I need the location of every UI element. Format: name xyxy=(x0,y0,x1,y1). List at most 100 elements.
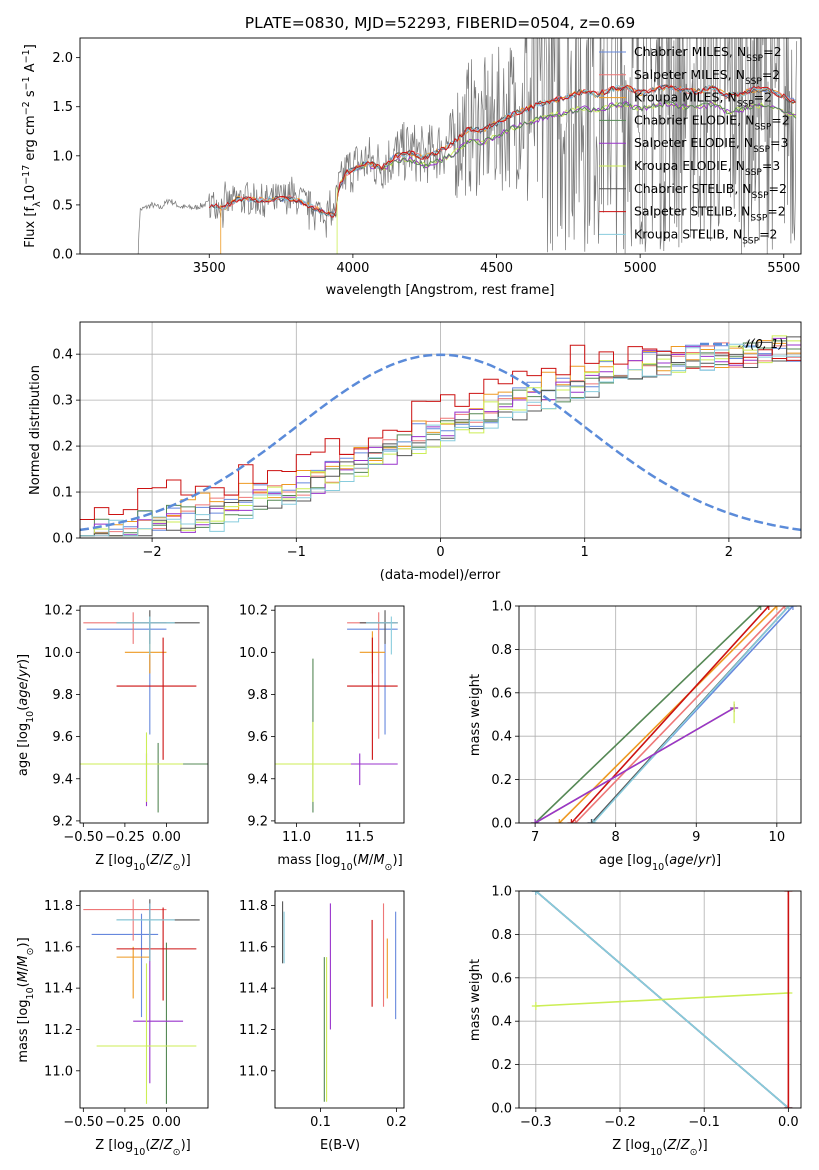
panel-weight_vs_Z: −0.3 −0.2 −0.1 0.0 0.0 0.2 0.4 0.6 0.8 1.0 Z [log1… xyxy=(468,885,802,1158)
legend-eq: =2 xyxy=(759,226,777,241)
legend-text: Kroupa ELODIE, N xyxy=(634,158,745,173)
y-tick-label: 0.8 xyxy=(491,928,512,943)
x-tick-label: −0.50 xyxy=(63,830,103,845)
x-tick-label: 4000 xyxy=(336,261,369,276)
label-part: 10 xyxy=(341,862,353,873)
weight-line-salpeter-elodie xyxy=(534,707,735,823)
marker xyxy=(784,1104,793,1108)
label-part: −1 xyxy=(21,76,32,90)
label-part: A xyxy=(23,63,38,76)
legend-text: Salpeter ELODIE, N xyxy=(634,135,753,150)
y-tick-label: 0.3 xyxy=(52,394,73,409)
legend-eq: =3 xyxy=(762,158,780,173)
y-tick-label: 9.6 xyxy=(247,730,268,745)
axes-frame xyxy=(79,605,209,824)
x-tick-label: 0.00 xyxy=(152,830,181,845)
label-part: Z xyxy=(666,1138,677,1153)
x-tick-label: 0.00 xyxy=(152,1115,181,1130)
x-tick-label: 11.5 xyxy=(345,830,374,845)
legend-sub: SSP xyxy=(742,236,759,246)
y-tick-label: 11.6 xyxy=(239,940,268,955)
y-tick-label: 0.4 xyxy=(52,348,73,363)
x-tick-label: 5000 xyxy=(624,261,657,276)
label-part: Z xyxy=(680,1138,691,1153)
marker xyxy=(531,891,540,895)
x-tick-label: 0.0 xyxy=(778,1115,799,1130)
x-tick-label: −1 xyxy=(287,545,306,560)
y-tick-label: 9.4 xyxy=(52,772,73,787)
plot-area-weight_vs_age xyxy=(531,606,797,823)
label-part: yr xyxy=(697,853,713,868)
x-tick-label: 10 xyxy=(769,830,786,845)
observed-spectrum-line xyxy=(137,38,798,254)
marker xyxy=(571,819,580,823)
label-part: mass [log xyxy=(277,853,340,868)
y-tick-label: 11.2 xyxy=(44,1023,73,1038)
x-axis-label: E(B-V) xyxy=(320,1138,360,1153)
label-part: ⊙ xyxy=(385,862,393,873)
label-part: ⊙ xyxy=(25,947,36,955)
legend-text: Chabrier MILES, N xyxy=(634,44,746,59)
y-axis-label: mass weight xyxy=(468,674,483,756)
label-part: ( xyxy=(664,853,669,868)
x-tick-label: 0 xyxy=(436,545,444,560)
y-axis-label: Normed distribution xyxy=(28,365,43,495)
legend-label: Kroupa MILES, NSSP=2 xyxy=(634,90,772,110)
legend-sub: SSP xyxy=(753,145,770,155)
hist-kroupa-stelib xyxy=(80,343,801,537)
x-tick-label: −0.50 xyxy=(63,1115,103,1130)
label-part: s xyxy=(23,90,38,101)
legend-label: Kroupa STELIB, NSSP=2 xyxy=(634,226,778,246)
y-tick-label: 9.2 xyxy=(247,814,268,829)
x-tick-label: −0.1 xyxy=(688,1115,720,1130)
y-tick-label: 0.4 xyxy=(491,1015,512,1030)
y-tick-label: 9.2 xyxy=(52,814,73,829)
hist-salpeter-elodie xyxy=(80,337,801,537)
legend-eq: =2 xyxy=(754,90,772,105)
axes-frame xyxy=(518,605,802,824)
y-tick-label: 1.5 xyxy=(52,100,73,115)
y-tick-label: 0.0 xyxy=(52,248,73,263)
y-tick-label: 11.8 xyxy=(239,899,268,914)
legend-label: Chabrier ELODIE, NSSP=2 xyxy=(634,112,790,132)
y-tick-label: 11.2 xyxy=(239,1023,268,1038)
y-tick-label: 0.6 xyxy=(491,971,512,986)
legend-label: Salpeter ELODIE, NSSP=3 xyxy=(634,135,788,155)
y-tick-label: 1.0 xyxy=(491,885,512,900)
y-tick-label: 10.2 xyxy=(44,604,73,619)
legend-label-normal: 𝒩(0, 1) xyxy=(738,336,784,351)
label-part: erg cm xyxy=(23,115,38,164)
label-part: ( xyxy=(145,853,150,868)
y-tick-label: 0.0 xyxy=(52,532,73,547)
plot-area-mass_vs_Z xyxy=(83,899,200,1104)
model-line-chabrier-elodie xyxy=(338,100,797,191)
label-part: Z [log xyxy=(95,853,133,868)
legend-sub: SSP xyxy=(750,214,767,224)
y-tick-label: 11.4 xyxy=(239,982,268,997)
marker xyxy=(531,1002,540,1011)
label-part: age [log xyxy=(16,723,31,776)
label-part: −1 xyxy=(21,49,32,63)
plot-area-age_vs_mass xyxy=(275,610,398,813)
x-axis-label: Z [log10(Z/Z⊙)] xyxy=(95,853,190,873)
label-part: mass [log xyxy=(16,999,31,1062)
y-tick-label: 0.0 xyxy=(491,1102,512,1117)
x-tick-label: 0.1 xyxy=(310,1115,331,1130)
label-part: )] xyxy=(181,1138,191,1153)
y-tick-label: 0.2 xyxy=(491,773,512,788)
x-axis-label: wavelength [Angstrom, rest frame] xyxy=(326,283,555,298)
weight-line-salpeter-miles xyxy=(574,606,786,823)
label-part: ⊙ xyxy=(173,862,181,873)
x-tick-label: 0.2 xyxy=(386,1115,407,1130)
label-part: / xyxy=(16,676,31,681)
y-tick-label: 0.2 xyxy=(52,440,73,455)
label-part: 10 xyxy=(23,185,38,202)
label-part: ⊙ xyxy=(173,1147,181,1158)
legend-label: Chabrier STELIB, NSSP=2 xyxy=(634,181,787,201)
y-tick-label: 0.8 xyxy=(491,643,512,658)
label-part: M xyxy=(358,853,369,868)
legend-eq: =3 xyxy=(770,135,788,150)
marker xyxy=(784,891,793,895)
x-tick-label: 9 xyxy=(692,830,700,845)
